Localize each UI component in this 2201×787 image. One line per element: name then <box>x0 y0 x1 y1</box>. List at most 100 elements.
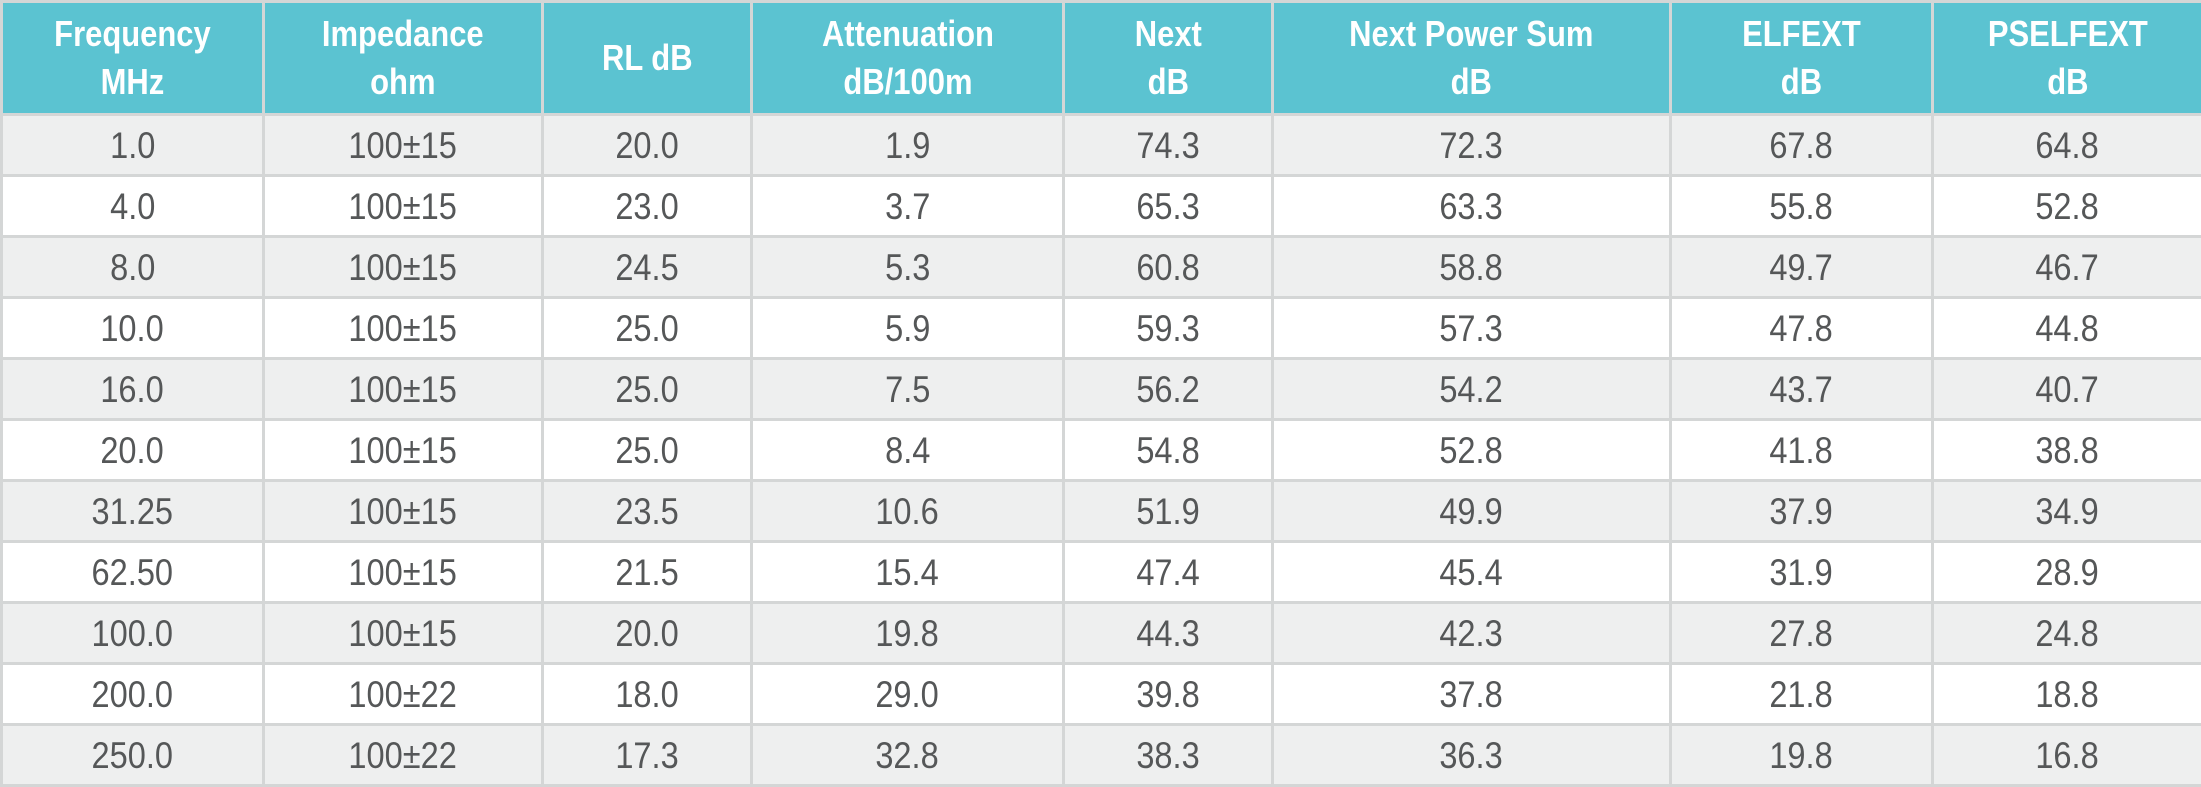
cell-value: 18.0 <box>615 667 678 722</box>
table-cell: 38.8 <box>1933 420 2201 481</box>
table-cell: 38.3 <box>1064 725 1273 786</box>
header-label-line: dB <box>2047 61 2088 102</box>
cell-value: 44.3 <box>1136 606 1199 661</box>
table-cell: 16.8 <box>1933 725 2201 786</box>
cell-value: 65.3 <box>1136 179 1199 234</box>
header-label: RL dB <box>550 34 745 82</box>
cell-value: 100±22 <box>349 728 457 783</box>
table-cell: 16.0 <box>2 359 264 420</box>
table-cell: 100±22 <box>264 725 543 786</box>
table-cell: 62.50 <box>2 542 264 603</box>
table-cell: 63.3 <box>1273 176 1671 237</box>
table-cell: 32.8 <box>752 725 1064 786</box>
table-cell: 3.7 <box>752 176 1064 237</box>
table-cell: 51.9 <box>1064 481 1273 542</box>
table-cell: 67.8 <box>1671 115 1933 176</box>
cell-value: 10.6 <box>876 484 939 539</box>
table-cell: 49.7 <box>1671 237 1933 298</box>
cell-value: 4.0 <box>110 179 155 234</box>
cell-value: 36.3 <box>1440 728 1503 783</box>
table-cell: 34.9 <box>1933 481 2201 542</box>
cell-value: 100.0 <box>92 606 173 661</box>
cell-value: 60.8 <box>1136 240 1199 295</box>
table-cell: 55.8 <box>1671 176 1933 237</box>
table-cell: 31.9 <box>1671 542 1933 603</box>
cell-value: 25.0 <box>615 301 678 356</box>
cell-value: 37.9 <box>1770 484 1833 539</box>
cell-value: 21.8 <box>1770 667 1833 722</box>
table-cell: 56.2 <box>1064 359 1273 420</box>
header-label-line: Attenuation <box>822 13 994 54</box>
table-cell: 5.3 <box>752 237 1064 298</box>
table-cell: 44.3 <box>1064 603 1273 664</box>
table-cell: 20.0 <box>2 420 264 481</box>
header-label-line: Next <box>1134 13 1201 54</box>
cell-value: 23.0 <box>615 179 678 234</box>
header-label-line: RL dB <box>602 37 693 78</box>
table-cell: 100±15 <box>264 481 543 542</box>
table-cell: 18.0 <box>543 664 752 725</box>
table-cell: 54.8 <box>1064 420 1273 481</box>
table-cell: 100±22 <box>264 664 543 725</box>
cell-value: 16.0 <box>101 362 164 417</box>
cell-value: 54.2 <box>1440 362 1503 417</box>
table-cell: 8.0 <box>2 237 264 298</box>
table-cell: 17.3 <box>543 725 752 786</box>
table-cell: 24.5 <box>543 237 752 298</box>
table-cell: 39.8 <box>1064 664 1273 725</box>
table-cell: 31.25 <box>2 481 264 542</box>
cell-value: 24.5 <box>615 240 678 295</box>
table-cell: 21.5 <box>543 542 752 603</box>
table-cell: 60.8 <box>1064 237 1273 298</box>
table-cell: 27.8 <box>1671 603 1933 664</box>
table-cell: 19.8 <box>752 603 1064 664</box>
header-label-line: Frequency <box>54 13 211 54</box>
header-rl: RL dB <box>543 2 752 115</box>
table-cell: 25.0 <box>543 298 752 359</box>
cell-value: 23.5 <box>615 484 678 539</box>
cell-value: 25.0 <box>615 423 678 478</box>
table-cell: 47.4 <box>1064 542 1273 603</box>
cell-value: 47.8 <box>1770 301 1833 356</box>
table-cell: 100±15 <box>264 176 543 237</box>
table-cell: 23.0 <box>543 176 752 237</box>
cell-value: 100±15 <box>349 484 457 539</box>
cell-value: 31.25 <box>92 484 173 539</box>
cell-value: 59.3 <box>1136 301 1199 356</box>
table-cell: 10.6 <box>752 481 1064 542</box>
cell-value: 45.4 <box>1440 545 1503 600</box>
cell-value: 10.0 <box>101 301 164 356</box>
table-cell: 18.8 <box>1933 664 2201 725</box>
header-label-line: dB <box>1781 61 1822 102</box>
table-cell: 20.0 <box>543 603 752 664</box>
cell-value: 7.5 <box>885 362 930 417</box>
table-cell: 25.0 <box>543 359 752 420</box>
table-row: 31.25 100±15 23.5 10.6 51.9 49.9 37.9 34.9 <box>2 481 2201 542</box>
cell-value: 40.7 <box>2036 362 2099 417</box>
cell-value: 49.9 <box>1440 484 1503 539</box>
cell-value: 32.8 <box>876 728 939 783</box>
cell-value: 3.7 <box>885 179 930 234</box>
header-label-line: Next Power Sum <box>1349 13 1593 54</box>
cell-value: 63.3 <box>1440 179 1503 234</box>
cell-value: 56.2 <box>1136 362 1199 417</box>
table-cell: 52.8 <box>1933 176 2201 237</box>
table-cell: 4.0 <box>2 176 264 237</box>
table-cell: 10.0 <box>2 298 264 359</box>
cell-value: 19.8 <box>1770 728 1833 783</box>
table-cell: 45.4 <box>1273 542 1671 603</box>
cell-value: 100±15 <box>349 118 457 173</box>
cell-value: 8.4 <box>885 423 930 478</box>
